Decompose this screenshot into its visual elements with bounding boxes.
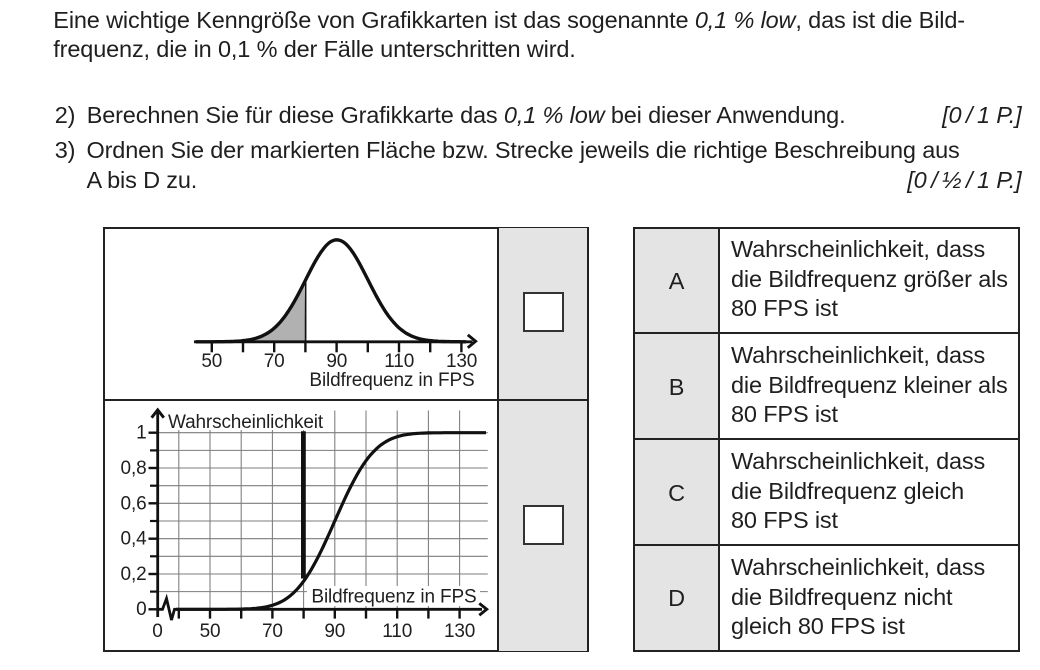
svg-text:Wahrscheinlichkeit: Wahrscheinlichkeit [168,412,324,433]
svg-text:1: 1 [136,423,146,444]
svg-text:90: 90 [324,621,345,642]
svg-text:0: 0 [136,599,146,620]
svg-text:110: 110 [384,351,414,372]
svg-text:70: 70 [262,621,283,642]
svg-text:50: 50 [200,621,221,642]
svg-text:Bildfrequenz in FPS: Bildfrequenz in FPS [309,370,474,391]
svg-text:0,4: 0,4 [121,529,148,550]
svg-text:50: 50 [201,351,222,372]
svg-text:70: 70 [264,351,285,372]
svg-text:90: 90 [326,351,347,372]
svg-text:0: 0 [152,621,162,642]
svg-text:110: 110 [382,621,412,642]
svg-text:130: 130 [446,351,477,372]
svg-text:0,6: 0,6 [121,493,147,514]
svg-text:130: 130 [444,621,475,642]
svg-text:Bildfrequenz in FPS: Bildfrequenz in FPS [311,587,476,608]
svg-text:0,8: 0,8 [121,458,147,479]
svg-text:0,2: 0,2 [121,564,147,585]
